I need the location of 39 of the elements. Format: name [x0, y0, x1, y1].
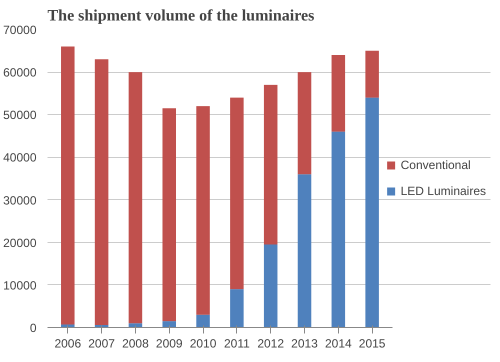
bar: [332, 132, 346, 328]
bar: [230, 98, 244, 290]
x-tick-label: 2010: [190, 336, 217, 350]
bar: [61, 46, 75, 325]
legend-label: Conventional: [400, 158, 471, 172]
bar: [332, 55, 346, 132]
y-tick-label: 10000: [3, 278, 37, 292]
chart-title: The shipment volume of the luminaires: [48, 8, 314, 24]
bar: [162, 108, 176, 322]
x-tick-label: 2013: [291, 336, 318, 350]
y-tick-label: 70000: [3, 23, 37, 37]
bar: [196, 314, 210, 328]
bar: [365, 98, 379, 328]
bar: [94, 59, 108, 325]
bar: [264, 244, 278, 328]
y-tick-label: 60000: [3, 66, 37, 80]
x-tick-label: 2006: [54, 336, 82, 350]
bar: [230, 289, 244, 328]
x-tick-label: 2007: [88, 336, 116, 350]
bar: [162, 321, 176, 328]
x-tick-label: 2012: [257, 336, 284, 350]
y-tick-label: 0: [30, 321, 37, 335]
bar: [128, 72, 142, 324]
x-tick-label: 2011: [224, 336, 250, 350]
y-tick-label: 30000: [3, 193, 37, 208]
x-tick-label: 2009: [156, 336, 183, 350]
bar: [128, 323, 142, 328]
x-tick-label: 2015: [358, 336, 386, 350]
bar: [196, 106, 210, 315]
y-tick-label: 40000: [3, 150, 37, 165]
x-tick-label: 2014: [324, 336, 352, 350]
bar: [264, 84, 278, 244]
x-tick-label: 2008: [122, 336, 150, 350]
y-tick-label: 50000: [3, 108, 37, 122]
y-tick-label: 20000: [3, 236, 37, 250]
bar: [298, 174, 312, 328]
bar: [365, 50, 379, 98]
bar: [298, 72, 312, 174]
legend-label: LED Luminaires: [400, 184, 486, 198]
